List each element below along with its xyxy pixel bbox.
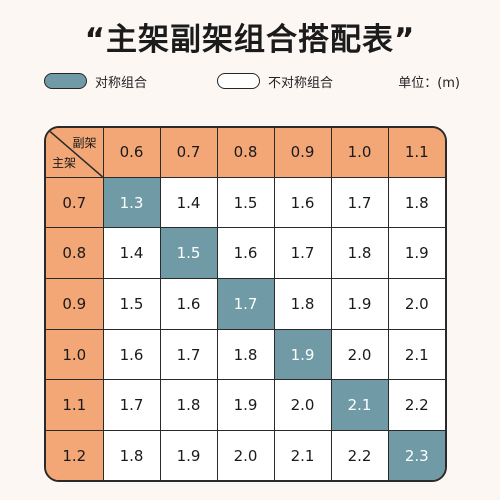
- legend: 对称组合 不对称组合 单位：(m): [44, 70, 460, 92]
- table-cell: 2.0: [216, 430, 275, 480]
- corner-label-sub: 副架: [72, 136, 97, 150]
- table-cell: 1.7: [330, 176, 389, 229]
- table-cell: 1.7: [273, 227, 332, 280]
- table-cell: 2.2: [330, 430, 389, 480]
- table-cell: 1.9: [387, 227, 445, 280]
- table-cell: 2.0: [273, 379, 332, 432]
- row-header: 0.7: [46, 176, 104, 229]
- column-header: 0.7: [159, 128, 218, 178]
- legend-symmetric: 对称组合: [44, 72, 147, 91]
- table-cell: 1.8: [330, 227, 389, 280]
- table-row: 0.9 1.5 1.6 1.7 1.8 1.9 2.0: [46, 278, 445, 330]
- table-cell: 1.6: [273, 176, 332, 229]
- table-cell: 1.8: [102, 430, 161, 480]
- table-row: 0.7 1.3 1.4 1.5 1.6 1.7 1.8: [46, 176, 445, 229]
- row-header: 1.0: [46, 328, 104, 381]
- table-row: 1.0 1.6 1.7 1.8 1.9 2.0 2.1: [46, 328, 445, 381]
- row-header: 0.8: [46, 227, 104, 280]
- table-cell: 1.9: [216, 379, 275, 432]
- table-cell: 1.8: [216, 328, 275, 381]
- unit-label: 单位：(m): [398, 75, 460, 91]
- combination-table: 副架 主架 0.6 0.7 0.8 0.9 1.0 1.1 0.7 1.3 1.4 1.5 1.6 1.7…: [44, 126, 447, 482]
- corner-cell: 副架主架: [46, 128, 104, 178]
- page-title: “主架副架组合搭配表”: [84, 22, 416, 58]
- symmetric-swatch: [44, 73, 87, 89]
- row-header: 0.9: [46, 278, 104, 330]
- table-cell: 1.7: [102, 379, 161, 432]
- column-header: 0.9: [273, 128, 332, 178]
- legend-asymmetric: 不对称组合: [217, 72, 333, 91]
- table-cell: 1.5: [216, 176, 275, 229]
- combination-grid: 副架 主架 0.6 0.7 0.8 0.9 1.0 1.1 0.7 1.3 1.4 1.5 1.6 1.7…: [46, 128, 445, 480]
- table-cell: 1.7: [159, 328, 218, 381]
- symmetric-cell: 1.5: [159, 227, 218, 280]
- table-cell: 1.9: [159, 430, 218, 480]
- row-header: 1.1: [46, 379, 104, 432]
- column-header: 1.0: [330, 128, 389, 178]
- legend-asymmetric-label: 不对称组合: [268, 75, 334, 91]
- table-cell: 2.2: [387, 379, 445, 432]
- table-cell: 2.0: [330, 328, 389, 381]
- table-cell: 1.6: [159, 278, 218, 330]
- table-cell: 1.8: [387, 176, 445, 229]
- corner-label-main: 主架: [52, 155, 77, 170]
- table-cell: 1.9: [330, 278, 389, 330]
- table-row: 1.2 1.8 1.9 2.0 2.1 2.2 2.3: [46, 430, 445, 480]
- symmetric-cell: 1.7: [216, 278, 275, 330]
- symmetric-cell: 1.9: [273, 328, 332, 381]
- table-cell: 1.4: [159, 176, 218, 229]
- table-row: 1.1 1.7 1.8 1.9 2.0 2.1 2.2: [46, 379, 445, 432]
- table-row: 0.8 1.4 1.5 1.6 1.7 1.8 1.9: [46, 227, 445, 280]
- symmetric-cell: 1.3: [102, 176, 161, 229]
- asymmetric-swatch: [217, 73, 261, 89]
- symmetric-cell: 2.1: [330, 379, 389, 432]
- symmetric-cell: 2.3: [387, 430, 445, 480]
- table-cell: 2.1: [273, 430, 332, 480]
- table-cell: 1.6: [102, 328, 161, 381]
- header-row: 副架 主架 0.6 0.7 0.8 0.9 1.0 1.1: [46, 128, 445, 178]
- table-cell: 2.0: [387, 278, 445, 330]
- table-cell: 1.5: [102, 278, 161, 330]
- table-cell: 1.8: [273, 278, 332, 330]
- row-header: 1.2: [46, 430, 104, 480]
- column-header: 0.8: [216, 128, 275, 178]
- column-header: 0.6: [102, 128, 161, 178]
- column-header: 1.1: [387, 128, 445, 178]
- table-cell: 2.1: [387, 328, 445, 381]
- table-cell: 1.6: [216, 227, 275, 280]
- legend-symmetric-label: 对称组合: [95, 75, 148, 91]
- table-cell: 1.4: [102, 227, 161, 280]
- table-cell: 1.8: [159, 379, 218, 432]
- diagonal-divider: [46, 128, 103, 177]
